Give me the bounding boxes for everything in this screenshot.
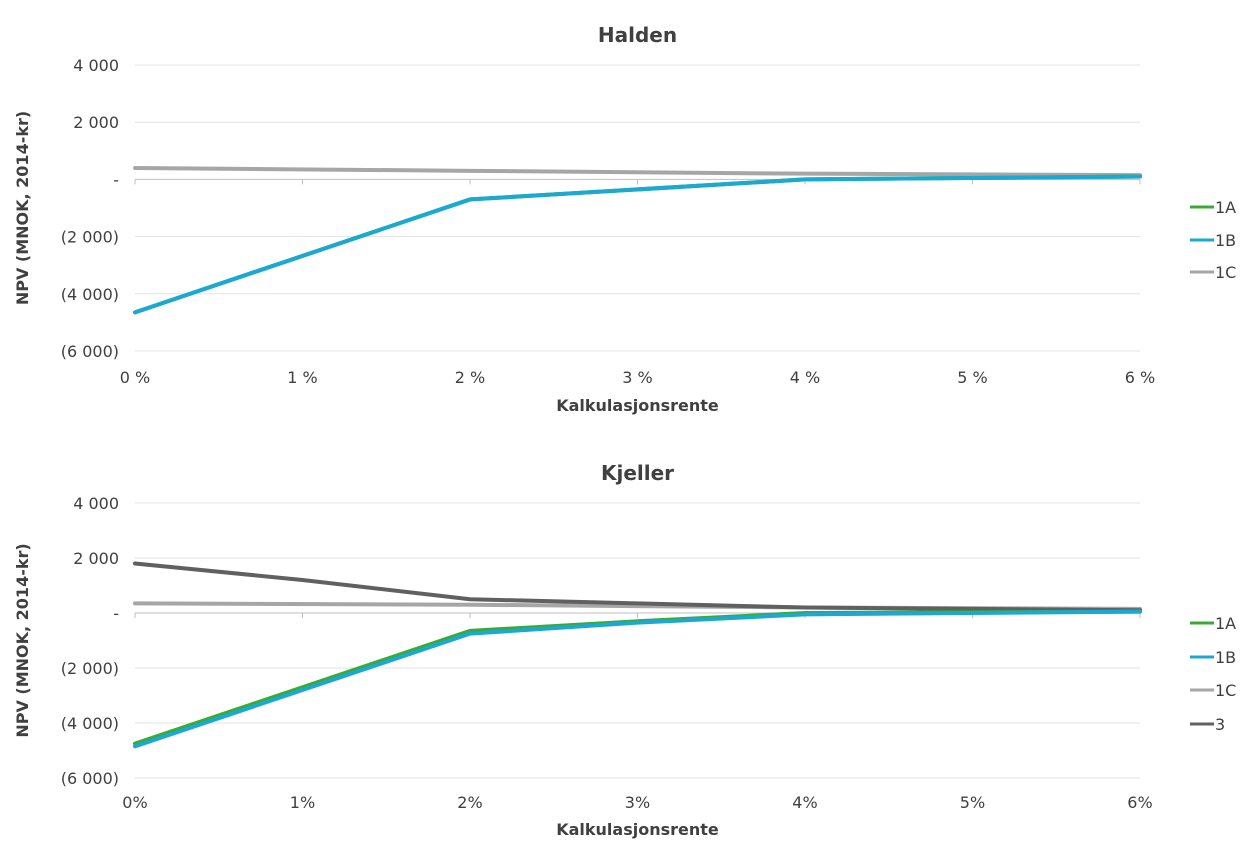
chart-1: Halden 4 000 2 000 - (2 000) (4 000) (6 000)0 … (13, 23, 1236, 415)
x-tick-label: 0 % (120, 368, 150, 387)
x-tick-label: 2% (457, 793, 482, 812)
x-tick-label: 4% (792, 793, 817, 812)
x-tick-label: 3% (625, 793, 650, 812)
legend-label-1C: 1C (1215, 681, 1236, 700)
chart-title: Halden (598, 23, 677, 47)
x-tick-label: 1% (290, 793, 315, 812)
series-line-3 (133, 561, 1142, 613)
y-tick-label: 2 000 (73, 549, 119, 568)
y-tick-label: (4 000) (61, 285, 119, 304)
x-tick-label: 0% (122, 793, 147, 812)
series-line-1B (133, 174, 1142, 315)
y-tick-label: (6 000) (61, 769, 119, 788)
y-axis-title: NPV (MNOK, 2014-kr) (13, 111, 32, 305)
x-tick-label: 1 % (287, 368, 317, 387)
legend-label-1B: 1B (1215, 648, 1236, 667)
x-tick-label: 2 % (455, 368, 485, 387)
x-tick-label: 6% (1127, 793, 1152, 812)
legend-label-1B: 1B (1215, 231, 1236, 250)
y-tick-label: (2 000) (61, 228, 119, 247)
y-tick-label: (6 000) (61, 342, 119, 361)
y-tick-label: 4 000 (73, 56, 119, 75)
series-line-1A (133, 174, 1142, 315)
series-line-1A (133, 609, 1142, 746)
x-tick-label: 5 % (957, 368, 987, 387)
y-tick-label: (4 000) (61, 714, 119, 733)
y-tick-label: (2 000) (61, 659, 119, 678)
x-tick-label: 6 % (1125, 368, 1155, 387)
series-line-1C (133, 165, 1142, 178)
x-tick-label: 4 % (790, 368, 820, 387)
chart-2: Kjeller 4 000 2 000 - (2 000) (4 000) (6 000)0… (13, 461, 1236, 839)
legend-label-1A: 1A (1215, 614, 1236, 633)
y-tick-label: 4 000 (73, 494, 119, 513)
x-axis-title: Kalkulasjonsrente (556, 820, 719, 839)
series-line-1B (133, 609, 1142, 749)
y-tick-label: 2 000 (73, 113, 119, 132)
chart-title: Kjeller (601, 461, 674, 485)
y-tick-label: - (113, 604, 119, 623)
legend-label-3: 3 (1215, 715, 1225, 734)
legend-label-1A: 1A (1215, 198, 1236, 217)
x-tick-label: 5% (960, 793, 985, 812)
y-tick-label: - (113, 170, 119, 189)
x-tick-label: 3 % (622, 368, 652, 387)
legend-label-1C: 1C (1215, 263, 1236, 282)
x-axis-title: Kalkulasjonsrente (556, 396, 719, 415)
y-axis-title: NPV (MNOK, 2014-kr) (13, 543, 32, 737)
